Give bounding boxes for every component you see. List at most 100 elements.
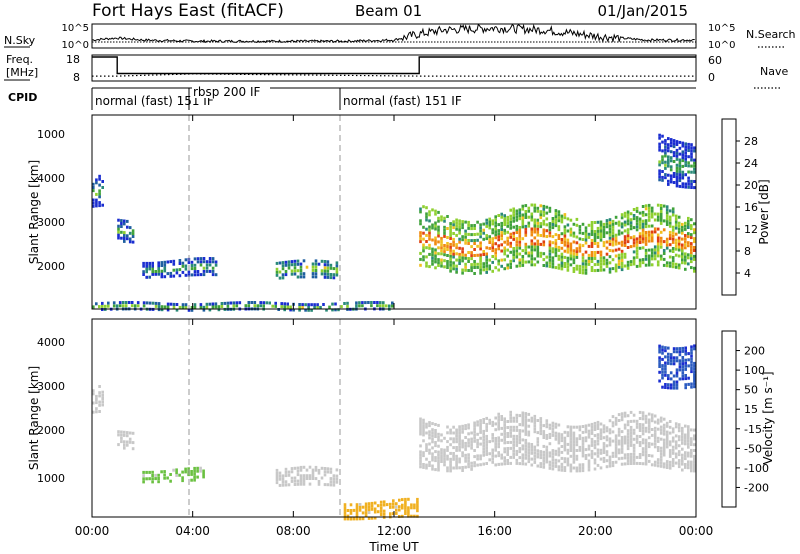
data-cell	[617, 241, 621, 245]
data-cell	[605, 453, 609, 457]
data-cell	[449, 466, 452, 470]
data-cell	[575, 253, 579, 256]
data-cell	[626, 456, 630, 460]
data-cell	[202, 469, 205, 473]
data-cell	[145, 270, 148, 274]
data-cell	[536, 224, 540, 228]
data-cell	[115, 304, 119, 308]
data-cell	[527, 424, 531, 428]
data-cell	[693, 449, 696, 452]
data-cell	[326, 275, 330, 279]
data-cell	[524, 456, 528, 460]
data-cell	[581, 262, 585, 266]
data-cell	[665, 433, 669, 437]
data-cell	[268, 301, 271, 305]
data-cell	[593, 421, 597, 425]
data-cell	[671, 256, 675, 260]
data-cell	[587, 235, 591, 239]
data-cell	[665, 217, 669, 221]
data-cell	[693, 266, 696, 270]
data-cell	[690, 351, 693, 355]
data-cell	[569, 440, 573, 444]
data-cell	[687, 352, 690, 356]
data-cell	[560, 462, 564, 466]
data-cell	[557, 210, 561, 214]
data-cell	[373, 516, 377, 520]
data-cell	[281, 483, 285, 487]
data-cell	[332, 477, 336, 481]
data-cell	[635, 243, 639, 247]
data-cell	[283, 302, 286, 306]
data-cell	[428, 424, 431, 428]
data-cell	[647, 248, 651, 252]
data-cell	[650, 263, 654, 267]
data-cell	[172, 305, 176, 309]
data-cell	[581, 430, 585, 434]
data-cell	[434, 441, 437, 444]
data-cell	[527, 221, 531, 225]
data-cell	[581, 463, 585, 467]
data-cell	[587, 429, 591, 433]
colorbar-tick-label: 100	[744, 364, 765, 377]
data-cell	[551, 452, 555, 456]
data-cell	[151, 261, 154, 265]
data-cell	[548, 454, 552, 458]
data-cell	[681, 453, 684, 457]
data-cell	[545, 434, 549, 437]
data-cell	[539, 251, 543, 255]
data-cell	[545, 261, 549, 265]
data-cell	[518, 211, 522, 215]
data-cell	[524, 438, 528, 442]
data-cell	[693, 466, 696, 470]
data-cell	[539, 234, 543, 237]
data-cell	[485, 449, 488, 453]
data-cell	[458, 448, 461, 452]
data-cell	[253, 301, 257, 304]
data-cell	[311, 272, 315, 276]
data-cell	[671, 234, 675, 238]
data-cell	[296, 482, 300, 486]
data-cell	[485, 258, 488, 262]
data-cell	[199, 263, 203, 267]
data-cell	[524, 462, 528, 466]
data-cell	[668, 460, 672, 464]
data-cell	[677, 227, 681, 231]
data-cell	[299, 272, 303, 276]
data-cell	[512, 425, 515, 429]
data-cell	[611, 421, 615, 425]
data-cell	[334, 302, 337, 306]
data-cell	[503, 432, 506, 436]
data-cell	[117, 230, 120, 234]
data-cell	[142, 273, 145, 276]
data-cell	[629, 221, 633, 225]
data-cell	[650, 251, 654, 255]
data-cell	[422, 231, 425, 235]
data-cell	[530, 257, 534, 261]
data-cell	[521, 255, 525, 258]
data-cell	[659, 416, 663, 420]
data-cell	[443, 454, 446, 458]
noise-panel: N.Sky 10^5 10^0 10^5 10^0 N.Search	[4, 23, 796, 51]
data-cell	[98, 177, 101, 181]
data-cell	[545, 436, 549, 440]
data-cell	[518, 423, 522, 427]
data-cell	[491, 454, 494, 458]
data-cell	[536, 245, 540, 249]
data-cell	[656, 263, 660, 267]
data-cell	[690, 224, 693, 228]
data-cell	[434, 224, 437, 228]
data-cell	[278, 483, 282, 487]
data-cell	[681, 176, 685, 180]
data-cell	[590, 239, 594, 242]
data-cell	[693, 428, 696, 432]
data-cell	[275, 468, 279, 472]
data-cell	[458, 252, 461, 256]
data-cell	[665, 220, 669, 224]
data-cell	[479, 422, 482, 426]
data-cell	[614, 254, 618, 258]
data-cell	[569, 454, 573, 458]
data-cell	[494, 428, 497, 432]
data-cell	[684, 439, 687, 443]
nave-label: Nave	[760, 65, 788, 78]
data-cell	[494, 251, 497, 255]
